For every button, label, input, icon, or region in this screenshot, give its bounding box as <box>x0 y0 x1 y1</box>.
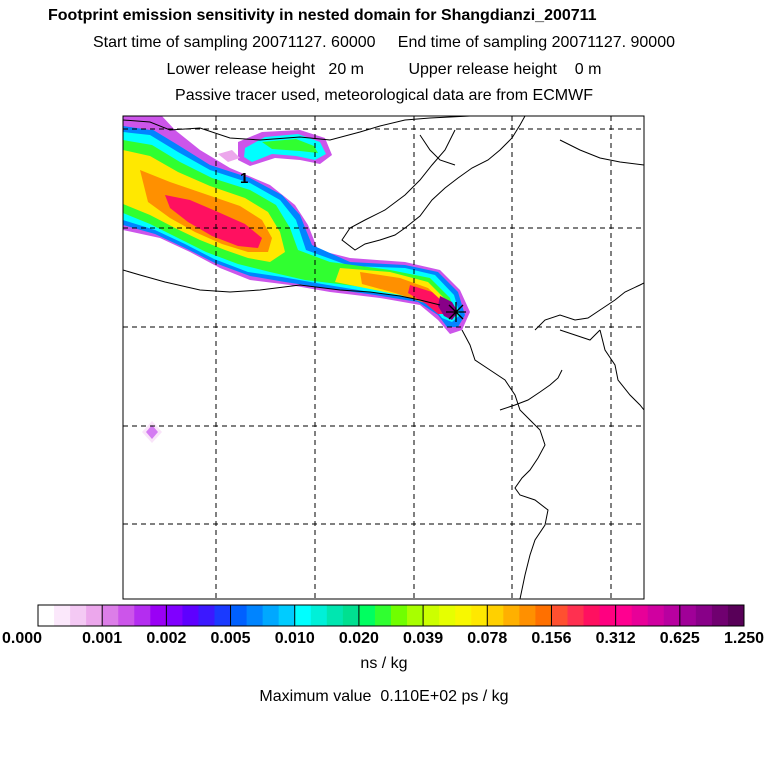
release-point-cross-icon <box>446 302 466 322</box>
colorbar-swatch <box>374 605 392 626</box>
sampling-time-line: Start time of sampling 20071127. 60000 E… <box>92 34 675 51</box>
colorbar-swatch <box>583 605 601 626</box>
southwest-halo <box>142 421 162 443</box>
colorbar-swatch <box>198 605 215 626</box>
colorbar-tick-label: 0.312 <box>595 630 636 647</box>
plot-title: Footprint emission sensitivity in nested… <box>48 7 597 24</box>
border-inner <box>419 134 456 166</box>
colorbar-swatch <box>102 605 119 626</box>
colorbar-units: ns / kg <box>360 655 408 672</box>
west-speck <box>218 150 240 162</box>
colorbar-swatch <box>503 605 520 626</box>
colorbar-tick-label: 0.000 <box>1 630 43 647</box>
coastline-korea-south <box>599 329 644 411</box>
colorbar-tick-label: 0.020 <box>338 630 379 647</box>
colorbar-swatch <box>439 605 456 626</box>
colorbar-swatch <box>230 605 248 626</box>
colorbar-tick-label: 0.010 <box>274 630 315 647</box>
colorbar-swatch <box>631 605 649 626</box>
colorbar-swatch <box>695 605 713 626</box>
maximum-value-note: Maximum value 0.110E+02 ps / kg <box>259 688 509 705</box>
colorbar-swatch <box>711 605 729 626</box>
colorbar-tick-label: 0.078 <box>467 630 508 647</box>
colorbar-swatch <box>615 605 633 626</box>
colorbar-swatch <box>407 605 424 626</box>
colorbar-swatch <box>86 605 103 626</box>
coastline-shandong <box>499 369 563 411</box>
colorbar-swatch <box>599 605 617 626</box>
colorbar-swatch <box>118 605 135 626</box>
colorbar-swatch <box>727 605 745 626</box>
colorbar-frame <box>37 604 745 627</box>
colorbar-swatch <box>342 605 360 626</box>
colorbar-tick-label: 0.002 <box>146 630 187 647</box>
colorbar-swatch <box>70 605 87 626</box>
northwest-fragment <box>123 116 168 130</box>
coastlines <box>123 116 644 599</box>
map-frame <box>122 115 645 600</box>
coastline-bay <box>123 269 441 306</box>
colorbar-swatch <box>54 605 71 626</box>
colorbar <box>37 604 745 627</box>
coastline-korea <box>534 282 644 331</box>
colorbar-swatch <box>663 605 681 626</box>
colorbar-swatch <box>150 605 167 626</box>
release-height-line: Lower release height 20 m Upper release … <box>166 61 602 78</box>
tracer-info-line: Passive tracer used, meteorological data… <box>175 87 593 104</box>
coastline-north <box>123 116 471 141</box>
colorbar-swatch <box>391 605 408 626</box>
colorbar-swatch <box>647 605 665 626</box>
colorbar-swatch <box>246 605 264 626</box>
north-blob-green <box>262 139 318 153</box>
colorbar-tick-label: 0.156 <box>531 630 572 647</box>
coastline-peninsula <box>341 116 526 251</box>
coastline-northeast <box>559 139 644 166</box>
colorbar-swatch <box>551 605 568 626</box>
colorbar-swatch <box>38 605 55 626</box>
colorbar-swatch <box>455 605 472 626</box>
contour-label: 1 <box>240 170 248 187</box>
coastline-korea-bay <box>559 329 601 341</box>
colorbar-swatch <box>134 605 151 626</box>
coastline-east <box>461 329 549 599</box>
colorbar-swatch <box>519 605 536 626</box>
colorbar-swatch <box>471 605 488 626</box>
colorbar-swatch <box>166 605 183 626</box>
colorbar-swatch <box>294 605 312 626</box>
colorbar-tick-label: 0.005 <box>210 630 251 647</box>
colorbar-tick-label: 0.001 <box>82 630 123 647</box>
colorbar-swatch <box>182 605 199 626</box>
colorbar-tick-label: 0.625 <box>659 630 700 647</box>
colorbar-tick-label: 0.039 <box>403 630 444 647</box>
colorbar-swatch <box>487 605 504 626</box>
colorbar-swatch <box>278 605 296 626</box>
plume-layer-red <box>165 195 262 248</box>
colorbar-swatch <box>326 605 344 626</box>
colorbar-swatch <box>535 605 552 626</box>
sensitivity-field <box>123 116 470 443</box>
colorbar-swatch <box>262 605 280 626</box>
colorbar-swatch <box>679 605 697 626</box>
colorbar-tick-label: 1.250 <box>723 630 765 647</box>
colorbar-swatch <box>423 605 440 626</box>
plume-layer-core <box>438 296 458 320</box>
graticule <box>123 116 644 599</box>
colorbar-swatch <box>567 605 585 626</box>
colorbar-swatch <box>214 605 232 626</box>
colorbar-swatch <box>358 605 376 626</box>
plume-layer-red-east <box>408 285 446 314</box>
colorbar-swatch <box>310 605 328 626</box>
